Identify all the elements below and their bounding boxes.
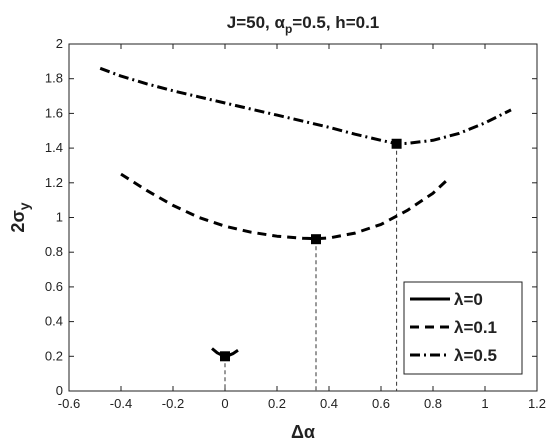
legend-label-1: λ=0 xyxy=(454,290,483,309)
legend-box xyxy=(403,281,523,375)
x-tick-label: 0.8 xyxy=(424,396,442,411)
title-sub: p xyxy=(285,22,292,36)
min-marker-1 xyxy=(220,351,230,362)
y-axis-title-sub: y xyxy=(16,202,32,210)
plot-area: -0.6 -0.4 -0.2 0 0.2 0.4 0.6 0.8 1 1.2 0 0.2 0.4 0.6 0… xyxy=(45,36,546,411)
y-tick-label: 0.2 xyxy=(45,348,63,363)
y-tick-label: 0.8 xyxy=(45,244,63,259)
y-tick-label: 0 xyxy=(56,383,63,398)
chart-title: J=50, αp=0.5, h=0.1 xyxy=(227,13,380,36)
y-axis-title-main: 2σ xyxy=(8,210,28,232)
x-tick-label: 0.6 xyxy=(372,396,390,411)
y-tick-label: 1.6 xyxy=(45,105,63,120)
x-tick-label: -0.4 xyxy=(110,396,132,411)
axis-ticks: -0.6 -0.4 -0.2 0 0.2 0.4 0.6 0.8 1 1.2 0 0.2 0.4 0.6 0… xyxy=(45,36,546,411)
y-tick-label: 1 xyxy=(56,210,63,225)
legend-label-3: λ=0.5 xyxy=(454,346,497,365)
x-tick-label: 0.2 xyxy=(268,396,286,411)
chart-title-text: J=50, αp=0.5, h=0.1 xyxy=(227,13,380,36)
y-axis-title: 2σy xyxy=(8,202,32,232)
x-axis-title: Δα xyxy=(291,422,315,442)
y-tick-label: 1.2 xyxy=(45,175,63,190)
y-tick-label: 2 xyxy=(56,36,63,51)
min-marker-3 xyxy=(391,138,402,149)
y-tick-label: 0.6 xyxy=(45,279,63,294)
x-tick-label: -0.2 xyxy=(162,396,184,411)
min-marker-2 xyxy=(311,234,321,245)
minimum-markers xyxy=(220,138,402,362)
legend-label-2: λ=0.1 xyxy=(454,318,497,337)
legend: λ=0 λ=0.1 λ=0.5 xyxy=(403,281,523,375)
x-tick-label: 1 xyxy=(481,396,488,411)
minimum-guide-lines xyxy=(224,143,398,391)
y-tick-label: 0.4 xyxy=(45,314,63,329)
title-main: J=50, α xyxy=(227,13,286,32)
series-line-2 xyxy=(120,172,448,241)
y-tick-label: 1.4 xyxy=(45,140,63,155)
y-tick-label: 1.8 xyxy=(45,71,63,86)
x-tick-label: 1.2 xyxy=(528,396,546,411)
legend-items: λ=0 λ=0.1 λ=0.5 xyxy=(410,290,497,365)
x-tick-label: -0.6 xyxy=(58,396,80,411)
x-tick-label: 0.4 xyxy=(320,396,338,411)
series-line-3 xyxy=(99,66,512,146)
title-rest: =0.5, h=0.1 xyxy=(292,13,379,32)
x-tick-label: 0 xyxy=(221,396,228,411)
